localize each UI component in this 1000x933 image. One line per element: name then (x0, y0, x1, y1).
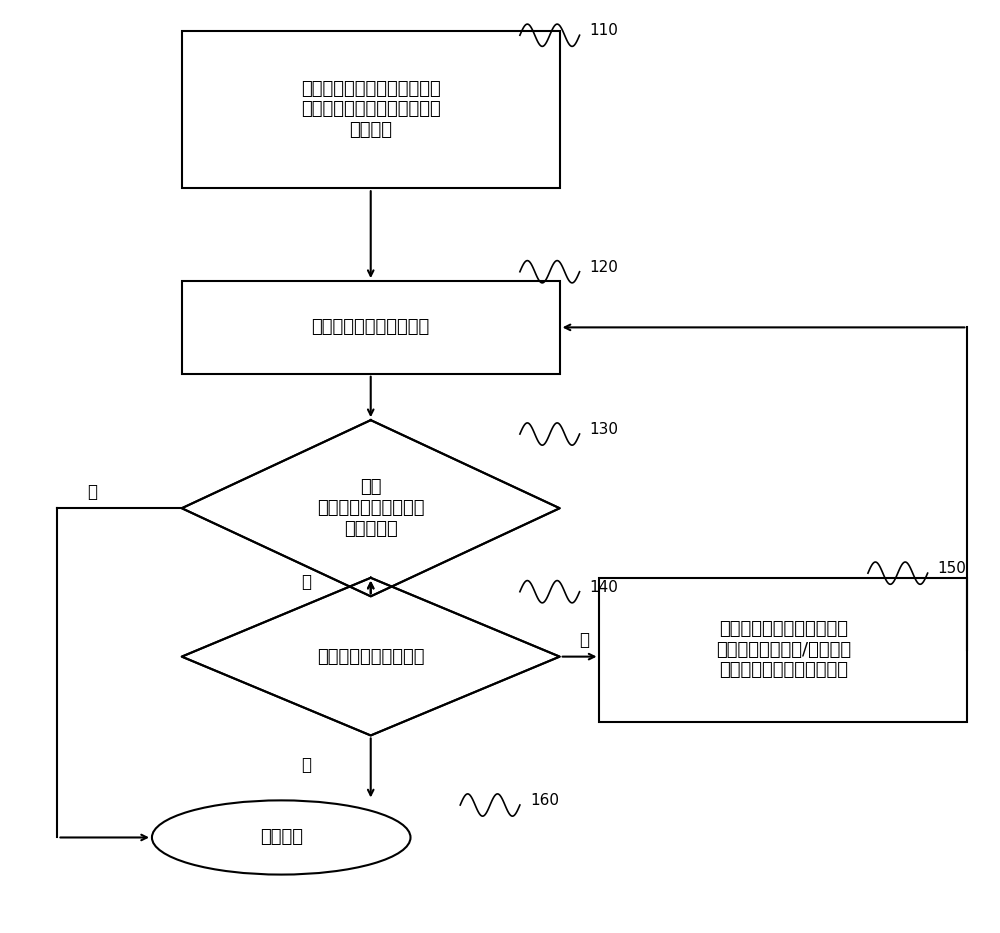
Text: 140: 140 (590, 579, 618, 594)
FancyBboxPatch shape (182, 31, 560, 188)
FancyBboxPatch shape (599, 578, 967, 721)
Text: 判断
全灰阶扫描次数是否超
过预设次数: 判断 全灰阶扫描次数是否超 过预设次数 (317, 479, 424, 538)
FancyBboxPatch shape (182, 281, 560, 374)
Text: 120: 120 (590, 259, 618, 274)
Text: 是: 是 (87, 483, 97, 501)
Text: 否: 否 (301, 756, 311, 774)
Polygon shape (182, 578, 560, 735)
Text: 160: 160 (530, 793, 559, 808)
Text: 是: 是 (580, 631, 590, 649)
Text: 150: 150 (938, 561, 966, 576)
Text: 130: 130 (590, 422, 619, 437)
Text: 否: 否 (301, 574, 311, 592)
Text: 结束操作: 结束操作 (260, 829, 303, 846)
Text: 将显示屏上可调灰阶的亮度值
调整到对应可调灰阶的预设伽
马曲线上: 将显示屏上可调灰阶的亮度值 调整到对应可调灰阶的预设伽 马曲线上 (301, 79, 441, 139)
Polygon shape (182, 420, 560, 596)
Ellipse shape (152, 801, 411, 874)
Text: 自动调整与异常灰阶最接近
的高级可调灰阶和/或与异常
灰阶最接近的低级可调灰阶: 自动调整与异常灰阶最接近 的高级可调灰阶和/或与异常 灰阶最接近的低级可调灰阶 (716, 620, 851, 679)
Text: 对显示屏进行全灰阶扫描: 对显示屏进行全灰阶扫描 (312, 318, 430, 337)
Text: 110: 110 (590, 23, 618, 38)
Text: 判断是否存在异常灰阶: 判断是否存在异常灰阶 (317, 648, 424, 665)
